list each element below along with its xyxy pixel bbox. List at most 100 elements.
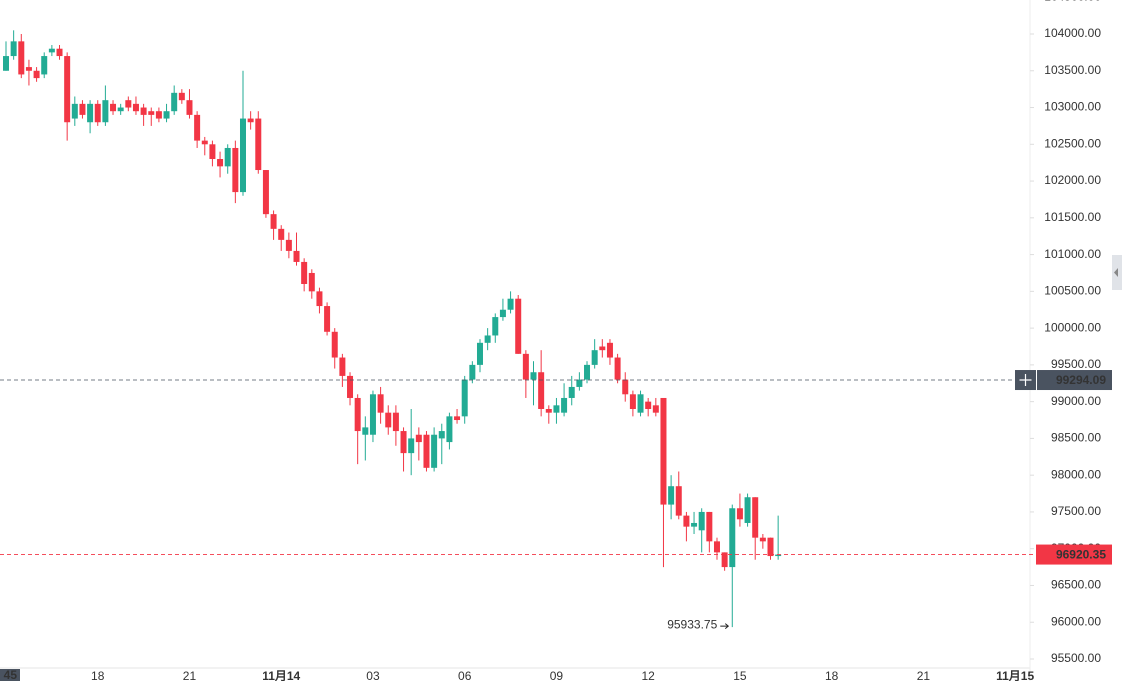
- candle-body: [110, 103, 117, 112]
- candle-body: [262, 170, 269, 215]
- candle-body: [584, 364, 591, 380]
- candle-body: [125, 100, 132, 108]
- cursor-time-label: 45: [4, 668, 18, 681]
- crosshair-label-box: [1037, 370, 1112, 391]
- low-annotation: 95933.75: [667, 617, 717, 631]
- candle-body: [79, 103, 86, 115]
- candle-body: [568, 386, 575, 398]
- candle-body: [530, 372, 537, 380]
- candle-body: [484, 335, 491, 343]
- candle-body: [476, 342, 483, 365]
- candle-body: [744, 497, 751, 523]
- y-tick-label: 104000.00: [1044, 26, 1101, 40]
- y-tick-label: 98000.00: [1051, 467, 1101, 481]
- candle-body: [446, 416, 453, 443]
- candle-body: [316, 291, 323, 307]
- x-tick-label: 21: [917, 669, 931, 681]
- x-tick-label: 03: [366, 669, 380, 681]
- candle-body: [270, 214, 277, 229]
- candle-body: [591, 350, 598, 365]
- candle-body: [545, 409, 552, 413]
- y-tick-label: 96500.00: [1051, 578, 1101, 592]
- candle-body: [163, 111, 170, 119]
- last-price-label: 96920.35: [1056, 548, 1106, 562]
- x-tick-label: 09: [550, 669, 564, 681]
- y-tick-label: 99000.00: [1051, 394, 1101, 408]
- y-tick-label: 102000.00: [1044, 173, 1101, 187]
- candle-body: [522, 353, 529, 380]
- candle-body: [377, 394, 384, 413]
- candle-body: [629, 394, 636, 410]
- candle-body: [461, 379, 468, 417]
- candle-body: [538, 372, 545, 410]
- last-price-box: [1036, 544, 1112, 565]
- x-tick-label: 11月14: [262, 669, 300, 681]
- candle-body: [408, 438, 415, 454]
- candle-body: [668, 486, 675, 505]
- candle-body: [64, 56, 71, 123]
- candle-body: [224, 147, 231, 167]
- candle-body: [454, 416, 461, 421]
- candle-body: [18, 41, 25, 75]
- candle-body: [691, 522, 698, 527]
- candle-body: [41, 56, 48, 75]
- candle-body: [278, 228, 285, 240]
- y-tick-label: 101000.00: [1044, 247, 1101, 261]
- candle-body: [622, 379, 629, 395]
- candle-body: [431, 434, 438, 468]
- candle-body: [232, 147, 239, 193]
- candle-body: [515, 298, 522, 354]
- candle-body: [56, 48, 63, 57]
- crosshair-label: 99294.09: [1056, 373, 1106, 387]
- candle-body: [293, 250, 300, 262]
- y-tick-label: 104500.00: [1044, 0, 1101, 3]
- candle-body: [301, 261, 308, 285]
- candle-body: [194, 114, 201, 141]
- candle-body: [438, 431, 445, 439]
- candle-body: [553, 405, 560, 413]
- candle-body: [576, 379, 583, 387]
- candle-body: [775, 554, 782, 557]
- candle-body: [347, 375, 354, 398]
- candle-body: [759, 537, 766, 542]
- candle-body: [469, 364, 476, 380]
- candle-body: [331, 331, 338, 358]
- x-tick-label: 15: [733, 669, 747, 681]
- candle-body: [415, 434, 422, 443]
- candle-body: [362, 427, 369, 435]
- candle-body: [354, 397, 361, 432]
- candle-body: [25, 67, 32, 71]
- candle-body: [369, 394, 376, 435]
- cursor-time-box: [0, 669, 20, 681]
- x-tick-label: 12: [642, 669, 656, 681]
- candle-body: [385, 412, 392, 428]
- candle-body: [324, 306, 331, 332]
- candle-body: [606, 342, 613, 358]
- candle-body: [392, 412, 399, 432]
- candle-body: [706, 511, 713, 542]
- crosshair-plus: [1019, 374, 1032, 387]
- y-tick-label: 100500.00: [1044, 284, 1101, 298]
- candle-body: [499, 309, 506, 318]
- y-tick-label: 98500.00: [1051, 431, 1101, 445]
- candle-body: [10, 41, 17, 57]
- candle-body: [507, 298, 514, 310]
- candle-body: [752, 497, 759, 538]
- candle-body: [713, 541, 720, 553]
- y-tick-label: 97500.00: [1051, 504, 1101, 518]
- y-tick-label: 95500.00: [1051, 651, 1101, 665]
- candle-body: [239, 118, 246, 193]
- candle-body: [561, 397, 568, 413]
- y-tick-label: 96000.00: [1051, 614, 1101, 628]
- candle-body: [48, 48, 55, 53]
- plot-area: [3, 30, 782, 628]
- candle-body: [209, 144, 216, 160]
- candle-body: [178, 92, 185, 101]
- candle-body: [102, 100, 109, 123]
- candle-body: [3, 56, 9, 71]
- candle-body: [255, 118, 262, 171]
- candle-body: [217, 159, 224, 167]
- candle-body: [94, 103, 101, 123]
- candle-body: [33, 70, 40, 79]
